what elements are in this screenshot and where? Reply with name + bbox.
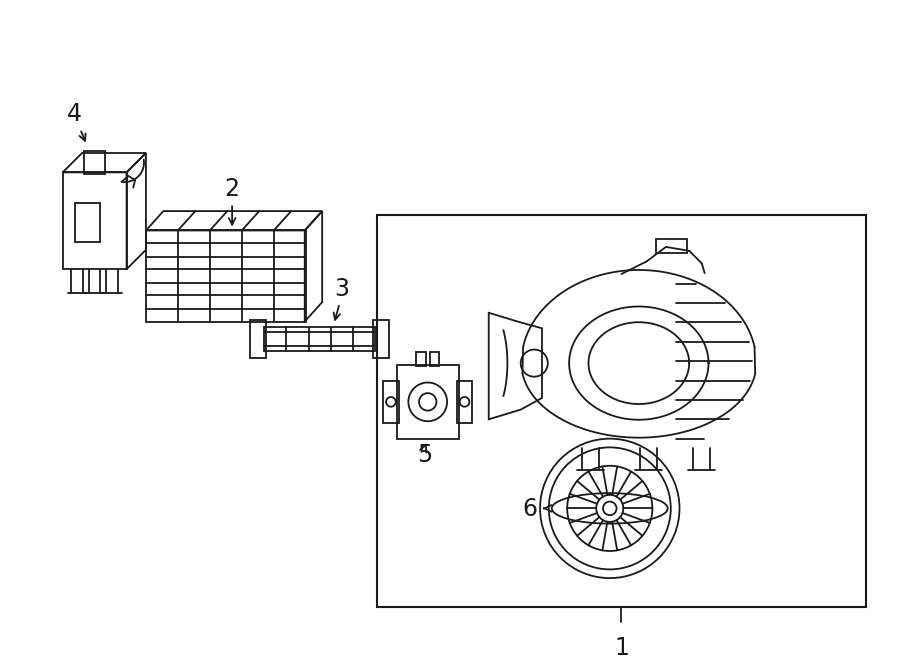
Bar bbox=[84, 151, 105, 175]
Bar bbox=[76, 204, 101, 242]
Bar bbox=[416, 352, 426, 366]
Bar bbox=[457, 381, 472, 423]
Bar bbox=[656, 239, 688, 253]
Text: 4: 4 bbox=[67, 102, 82, 126]
Text: 2: 2 bbox=[225, 177, 239, 201]
Text: 5: 5 bbox=[418, 443, 432, 467]
Text: 3: 3 bbox=[334, 276, 349, 301]
Bar bbox=[377, 215, 867, 607]
Text: 6: 6 bbox=[522, 497, 537, 522]
Text: 1: 1 bbox=[614, 636, 629, 660]
Bar bbox=[397, 365, 459, 439]
Bar bbox=[373, 319, 389, 358]
Bar bbox=[429, 352, 439, 366]
Bar bbox=[146, 231, 306, 323]
Bar bbox=[63, 173, 127, 269]
Bar bbox=[264, 327, 375, 350]
Bar bbox=[249, 319, 266, 358]
Bar bbox=[383, 381, 399, 423]
